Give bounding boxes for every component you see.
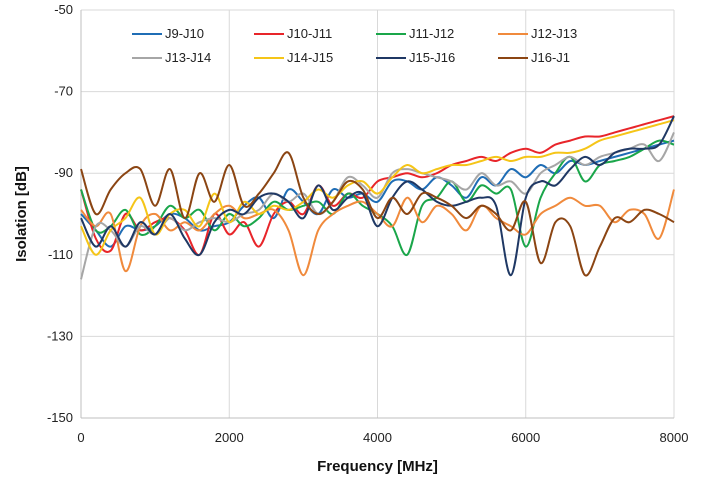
x-tick-label: 4000 [363,430,392,445]
y-tick-label: -150 [47,410,73,425]
legend-label: J11-J12 [409,26,454,41]
legend-item: J16-J1 [498,50,570,65]
series-layer [80,115,675,280]
legend-label: J15-J16 [409,50,455,65]
y-tick-label: -130 [47,328,73,343]
tick-labels: -150 -130 -110 -90 -70 -50 0 2000 4000 6000 8000 [47,2,688,445]
series-line-3 [80,189,675,277]
series-line-4 [80,131,675,280]
legend-item: J9-J10 [132,26,204,41]
x-axis-title: Frequency [MHz] [317,458,438,475]
legend-item: J13-J14 [132,50,211,65]
legend-item: J11-J12 [376,26,454,41]
x-tick-label: 8000 [660,430,689,445]
series-line-6 [80,115,675,277]
legend-item: J10-J11 [254,26,332,41]
y-tick-label: -110 [48,247,73,262]
y-tick-label: -70 [54,84,73,99]
legend-label: J12-J13 [531,26,577,41]
legend-item: J12-J13 [498,26,577,41]
legend-item: J14-J15 [254,50,333,65]
x-tick-label: 2000 [215,430,244,445]
legend-item: J15-J16 [376,50,455,65]
x-tick-label: 0 [77,430,84,445]
y-tick-label: -90 [54,165,73,180]
x-tick-label: 6000 [511,430,540,445]
y-axis-title: Isolation [dB] [13,166,30,262]
series-line-7 [80,151,675,277]
legend-label: J9-J10 [165,26,204,41]
legend-label: J13-J14 [165,50,211,65]
legend-label: J14-J15 [287,50,333,65]
legend-label: J16-J1 [531,50,570,65]
legend-label: J10-J11 [287,26,332,41]
y-tick-label: -50 [54,2,73,17]
legend: J9-J10 J10-J11 J11-J12 J12-J13 J13-J14 J14-J1… [132,26,577,65]
